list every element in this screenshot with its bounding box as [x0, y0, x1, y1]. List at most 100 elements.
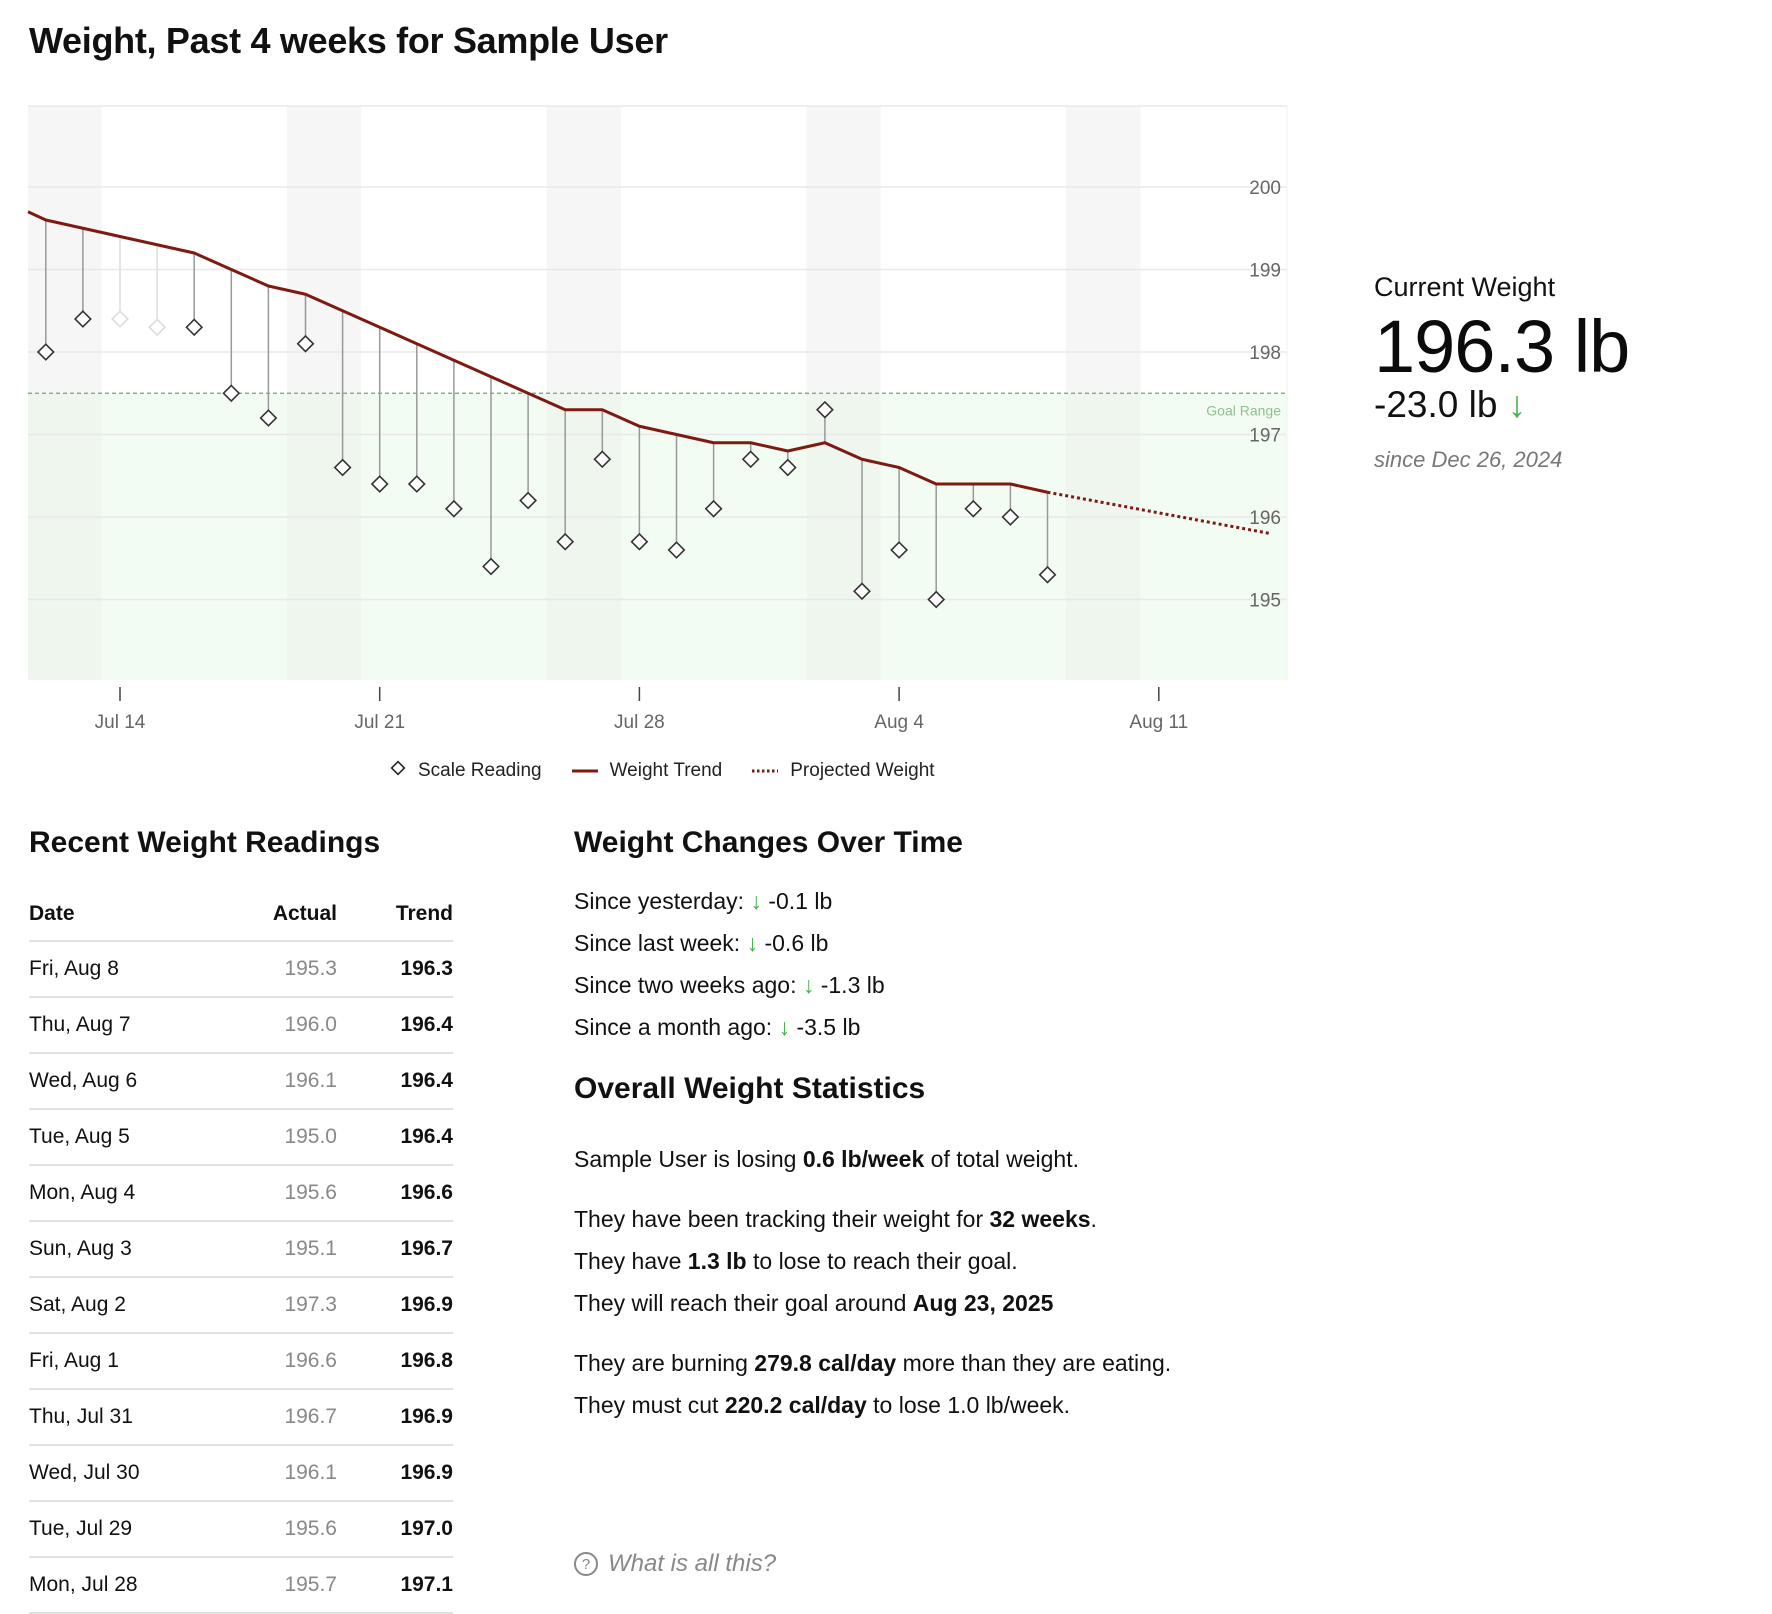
scale-reading-marker — [407, 475, 426, 493]
diamond-icon — [390, 760, 406, 782]
weekend-band — [28, 393, 102, 680]
page-title: Weight, Past 4 weeks for Sample User — [29, 20, 668, 61]
scale-reading-marker — [519, 491, 538, 510]
reading-trend: 197.1 — [337, 1557, 453, 1614]
weight-trend-line — [27, 210, 1048, 494]
table-row: Sun, Aug 3 195.1 196.7 — [29, 1221, 453, 1278]
stat-remaining-to-goal: They have 1.3 lb to lose to reach their … — [574, 1248, 1018, 1274]
reading-actual: 195.1 — [227, 1221, 337, 1278]
weekend-band — [1066, 393, 1141, 680]
help-link[interactable]: ? What is all this? — [574, 1550, 776, 1578]
column-trend: Trend — [337, 888, 453, 942]
reading-date: Mon, Jul 28 — [29, 1557, 227, 1614]
scale-reading-marker — [73, 310, 92, 328]
scale-reading-marker — [36, 343, 55, 361]
weight-change-item: Since two weeks ago: ↓ -1.3 lb — [574, 964, 885, 1006]
table-row: Tue, Jul 29 195.6 197.0 — [29, 1501, 453, 1558]
reading-trend: 196.9 — [337, 1389, 453, 1446]
scale-reading-marker — [815, 400, 834, 419]
reading-date: Tue, Aug 5 — [29, 1109, 227, 1166]
table-row: Wed, Jul 30 196.1 196.9 — [29, 1445, 453, 1502]
legend-scale-reading: Scale Reading — [390, 760, 542, 782]
change-label: Since yesterday: — [574, 888, 745, 914]
x-tick-label: Aug 4 — [874, 712, 924, 733]
table-row: Tue, Aug 5 195.0 196.4 — [29, 1109, 453, 1166]
current-weight-value: 196.3 lb — [1374, 305, 1630, 388]
y-tick-label: 199 — [1249, 261, 1281, 282]
scale-reading-marker — [890, 541, 909, 559]
reading-date: Wed, Aug 6 — [29, 1053, 227, 1110]
y-tick-label: 200 — [1249, 178, 1281, 199]
scale-reading-marker — [853, 582, 871, 601]
stat-calorie-cut: They must cut 220.2 cal/day to lose 1.0 … — [574, 1392, 1071, 1418]
reading-trend: 196.4 — [337, 1053, 453, 1110]
scale-reading-marker — [927, 590, 946, 609]
reading-date: Tue, Jul 29 — [29, 1501, 227, 1558]
scale-reading-marker — [1001, 508, 1020, 526]
weight-change-item: Since a month ago: ↓ -3.5 lb — [574, 1006, 885, 1048]
table-row: Mon, Jul 28 195.7 197.1 — [29, 1557, 453, 1614]
arrow-down-icon: ↓ — [750, 888, 762, 914]
projected-weight-line — [1047, 490, 1271, 535]
help-link-label[interactable]: What is all this? — [608, 1550, 777, 1577]
table-header-row: Date Actual Trend — [29, 888, 453, 942]
reading-actual: 195.6 — [227, 1501, 337, 1558]
reading-date: Fri, Aug 8 — [29, 941, 227, 998]
y-tick-label: 197 — [1249, 426, 1281, 447]
scale-reading-marker — [667, 541, 686, 559]
overall-stats-heading: Overall Weight Statistics — [574, 1072, 926, 1105]
reading-date: Thu, Aug 7 — [29, 997, 227, 1054]
weekend-band — [286, 393, 362, 680]
reading-date: Thu, Jul 31 — [29, 1389, 227, 1446]
scale-reading-marker — [1038, 565, 1057, 584]
weekend-band — [28, 106, 102, 394]
help-circle-icon: ? — [574, 1552, 598, 1576]
reading-date: Fri, Aug 1 — [29, 1333, 227, 1390]
scale-reading-marker — [704, 499, 723, 518]
reading-trend: 196.9 — [337, 1277, 453, 1334]
legend-projected-weight: Projected Weight — [752, 760, 935, 782]
reading-actual: 196.1 — [227, 1053, 337, 1110]
reading-trend: 196.4 — [337, 997, 453, 1054]
weekend-band — [1066, 106, 1141, 394]
y-tick-label: 198 — [1249, 343, 1281, 364]
scale-reading-marker — [259, 409, 278, 427]
change-value: -0.6 lb — [764, 930, 829, 956]
table-row: Thu, Aug 7 196.0 196.4 — [29, 997, 453, 1054]
current-weight-panel: Current Weight 196.3 lb -23.0 lb ↓ since… — [1374, 272, 1630, 473]
weight-changes-heading: Weight Changes Over Time — [574, 826, 963, 859]
reading-actual: 196.0 — [227, 997, 337, 1054]
scale-reading-marker — [630, 532, 649, 551]
reading-actual: 195.3 — [227, 941, 337, 998]
weight-delta: -23.0 lb ↓ — [1374, 385, 1629, 425]
reading-actual: 196.1 — [227, 1445, 337, 1502]
scale-reading-marker — [964, 499, 983, 518]
reading-actual: 196.7 — [227, 1389, 337, 1446]
current-weight-label: Current Weight — [1374, 272, 1556, 302]
reading-actual: 195.6 — [227, 1165, 337, 1222]
legend-label: Projected Weight — [790, 760, 935, 781]
legend-label: Scale Reading — [418, 760, 542, 781]
change-label: Since last week: — [574, 930, 741, 956]
reading-trend: 196.6 — [337, 1165, 453, 1222]
reading-trend: 197.0 — [337, 1501, 453, 1558]
y-tick-label: 195 — [1249, 591, 1281, 612]
reading-actual: 195.0 — [227, 1109, 337, 1166]
change-value: -3.5 lb — [796, 1014, 861, 1040]
arrow-down-icon: ↓ — [778, 1014, 791, 1040]
weekend-band — [546, 106, 621, 394]
chart-legend: Scale Reading Weight Trend Projected Wei… — [390, 760, 965, 782]
scale-reading-marker — [148, 318, 167, 337]
column-date: Date — [29, 888, 227, 942]
stat-losing-rate: Sample User is losing 0.6 lb/week of tot… — [574, 1146, 1079, 1172]
x-tick-label: Aug 11 — [1129, 712, 1188, 733]
reading-date: Mon, Aug 4 — [29, 1165, 227, 1222]
reading-trend: 196.3 — [337, 941, 453, 998]
stat-goal-date: They will reach their goal around Aug 23… — [574, 1290, 1054, 1316]
scale-reading-marker — [222, 384, 241, 403]
legend-weight-trend: Weight Trend — [571, 760, 722, 782]
goal-range-label: Goal Range — [1206, 402, 1281, 418]
weight-changes-list: Since yesterday: ↓ -0.1 lb Since last wee… — [574, 880, 885, 1048]
reading-trend: 196.7 — [337, 1221, 453, 1278]
weekend-band — [806, 106, 881, 394]
